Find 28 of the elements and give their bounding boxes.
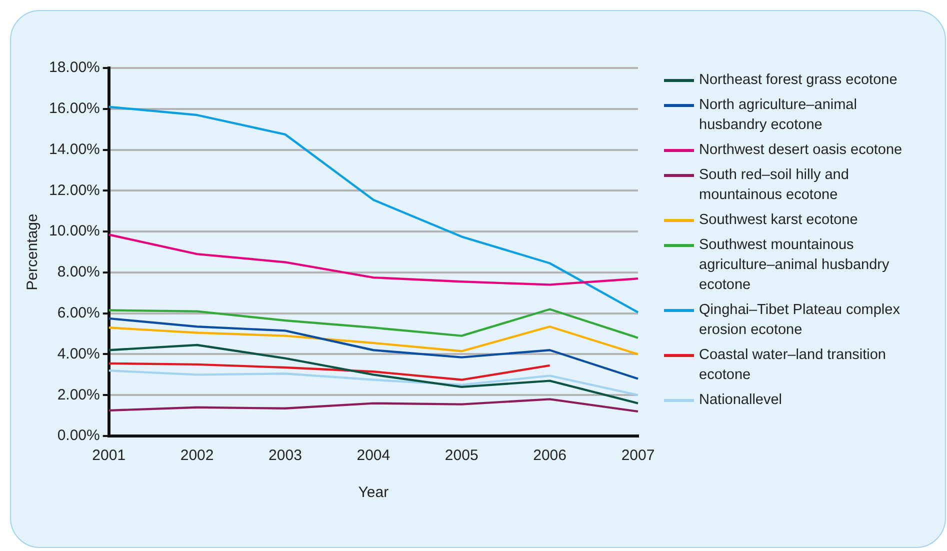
- legend-label: North agriculture–animal husbandry ecotone: [699, 96, 858, 135]
- y-tick-label: 12.00%: [49, 182, 100, 199]
- legend-label: Qinghai–Tibet Plateau complex erosion ecotone: [699, 301, 901, 340]
- x-tick-label: 2007: [621, 447, 655, 464]
- legend-label: Southwest mountainous agriculture–animal husbandry ecotone: [699, 236, 890, 295]
- y-tick-label: 6.00%: [57, 304, 100, 322]
- y-tick-label: 14.00%: [49, 140, 100, 158]
- x-tick-label: 2001: [92, 447, 126, 464]
- legend-label: Southwest karst ecotone: [699, 211, 859, 230]
- y-tick-label: 8.00%: [57, 264, 100, 281]
- y-tick-label: 10.00%: [49, 222, 100, 240]
- legend-label: Northwest desert oasis ecotone: [699, 141, 904, 160]
- legend-label: Coastal water–land transition ecotone: [699, 346, 887, 385]
- y-tick-label: 0.00%: [57, 427, 100, 444]
- x-tick-label: 2003: [268, 447, 302, 464]
- x-axis-title: Year: [358, 484, 389, 502]
- y-tick-label: 16.00%: [49, 100, 100, 118]
- y-axis-title: Percentage: [24, 214, 42, 290]
- legend-label: Nationallevel: [699, 391, 784, 410]
- y-tick-label: 4.00%: [57, 345, 100, 362]
- x-tick-label: 2004: [356, 447, 390, 464]
- legend-label: South red–soil hilly and mountainous ecotone: [699, 166, 850, 205]
- y-tick-label: 2.00%: [57, 386, 100, 404]
- x-tick-label: 2002: [180, 447, 214, 464]
- legend-label: Northeast forest grass ecotone: [699, 71, 898, 90]
- y-tick-label: 18.00%: [49, 59, 100, 76]
- x-tick-label: 2005: [444, 447, 478, 464]
- x-tick-label: 2006: [533, 447, 566, 464]
